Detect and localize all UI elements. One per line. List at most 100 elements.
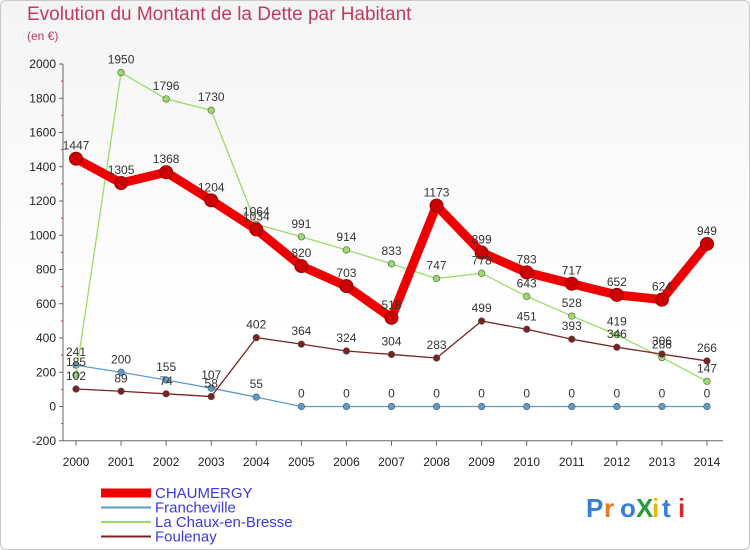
data-label: 0 bbox=[568, 387, 575, 401]
data-point bbox=[568, 402, 576, 411]
data-label: 1730 bbox=[198, 90, 225, 104]
data-point bbox=[613, 402, 621, 411]
y-tick-label: -200 bbox=[32, 434, 56, 448]
y-tick-label: 800 bbox=[36, 263, 56, 277]
data-label: 0 bbox=[388, 387, 395, 401]
data-point bbox=[297, 233, 305, 241]
data-label: 899 bbox=[472, 233, 492, 247]
x-tick-label: 2008 bbox=[423, 455, 450, 469]
data-label: 717 bbox=[562, 264, 582, 278]
unit-label: (en €) bbox=[27, 29, 59, 43]
data-point bbox=[568, 335, 576, 343]
y-tick-label: 2000 bbox=[29, 57, 56, 71]
data-point bbox=[297, 340, 305, 348]
data-label: 58 bbox=[205, 377, 219, 391]
data-label: 991 bbox=[291, 217, 311, 231]
logo-letter: r bbox=[604, 493, 614, 523]
x-tick-label: 2001 bbox=[108, 455, 135, 469]
data-label: 1305 bbox=[108, 163, 135, 177]
data-point bbox=[342, 402, 351, 411]
data-point bbox=[703, 402, 711, 411]
data-point bbox=[474, 245, 489, 260]
data-label: 643 bbox=[517, 276, 537, 290]
data-label: 0 bbox=[659, 387, 666, 401]
data-point bbox=[117, 68, 125, 77]
data-point bbox=[478, 269, 486, 277]
x-tick-label: 2009 bbox=[468, 455, 495, 469]
data-point bbox=[432, 402, 441, 411]
logo-letter: P bbox=[586, 493, 603, 523]
data-point bbox=[387, 350, 396, 359]
data-label: 0 bbox=[613, 387, 620, 401]
data-label: 624 bbox=[652, 280, 672, 294]
x-tick-label: 2013 bbox=[649, 455, 676, 469]
data-point bbox=[429, 198, 444, 213]
data-label: 393 bbox=[562, 319, 582, 333]
data-point bbox=[432, 274, 441, 283]
data-label: 1447 bbox=[63, 139, 90, 153]
x-tick-label: 2010 bbox=[513, 455, 540, 469]
data-label: 364 bbox=[291, 324, 311, 338]
logo-letter: o bbox=[620, 493, 636, 523]
data-label: 703 bbox=[336, 266, 356, 280]
data-point bbox=[339, 279, 354, 294]
data-label: 286 bbox=[652, 338, 672, 352]
data-point bbox=[207, 392, 215, 401]
x-tick-label: 2011 bbox=[559, 455, 585, 469]
data-label: 346 bbox=[607, 327, 627, 341]
data-point bbox=[519, 265, 534, 280]
data-label: 1204 bbox=[198, 180, 225, 194]
data-label: 185 bbox=[66, 355, 86, 369]
data-label: 419 bbox=[607, 315, 627, 329]
data-point bbox=[69, 151, 83, 166]
data-point bbox=[432, 354, 441, 362]
data-point bbox=[564, 276, 579, 291]
data-point bbox=[117, 368, 125, 376]
data-label: 1064 bbox=[243, 204, 270, 218]
data-label: 0 bbox=[343, 387, 350, 401]
y-tick-label: 0 bbox=[49, 400, 56, 414]
data-point bbox=[342, 246, 351, 254]
legend-label: La Chaux-en-Bresse bbox=[155, 514, 293, 531]
legend-label: CHAUMERGY bbox=[155, 485, 253, 502]
data-label: 0 bbox=[433, 387, 440, 401]
data-label: 0 bbox=[478, 387, 485, 401]
data-label: 518 bbox=[381, 298, 401, 312]
data-label: 102 bbox=[66, 369, 86, 383]
data-label: 914 bbox=[336, 230, 356, 244]
data-point bbox=[72, 371, 80, 379]
logo-letter: i bbox=[678, 493, 685, 523]
y-tick-label: 1400 bbox=[29, 160, 56, 174]
data-point bbox=[568, 312, 576, 320]
logo-letter: t bbox=[662, 493, 671, 523]
y-tick-label: 600 bbox=[36, 297, 56, 311]
data-label: 155 bbox=[156, 360, 176, 374]
data-point bbox=[387, 260, 396, 268]
data-label: 451 bbox=[517, 309, 537, 323]
y-tick-label: 1000 bbox=[29, 228, 56, 242]
logo-letter: i bbox=[652, 493, 659, 523]
data-point bbox=[703, 377, 711, 385]
data-point bbox=[297, 402, 305, 411]
y-tick-label: 1800 bbox=[29, 91, 56, 105]
data-label: 200 bbox=[111, 352, 131, 366]
x-tick-label: 2003 bbox=[198, 455, 225, 469]
data-point bbox=[523, 402, 531, 411]
data-point bbox=[478, 317, 486, 325]
data-point bbox=[658, 402, 666, 411]
y-tick-label: 400 bbox=[36, 331, 56, 345]
x-tick-label: 2007 bbox=[378, 455, 405, 469]
x-tick-label: 2006 bbox=[333, 455, 360, 469]
data-point bbox=[523, 325, 531, 333]
data-point bbox=[204, 193, 219, 208]
data-label: 107 bbox=[201, 368, 221, 382]
data-point bbox=[658, 350, 666, 358]
data-point bbox=[207, 106, 215, 114]
x-tick-label: 2014 bbox=[694, 455, 721, 469]
data-label: 820 bbox=[291, 246, 311, 260]
data-label: 528 bbox=[562, 296, 582, 310]
data-point bbox=[72, 385, 80, 393]
data-label: 833 bbox=[381, 244, 401, 258]
data-point bbox=[162, 390, 170, 398]
data-label: 304 bbox=[381, 334, 401, 348]
